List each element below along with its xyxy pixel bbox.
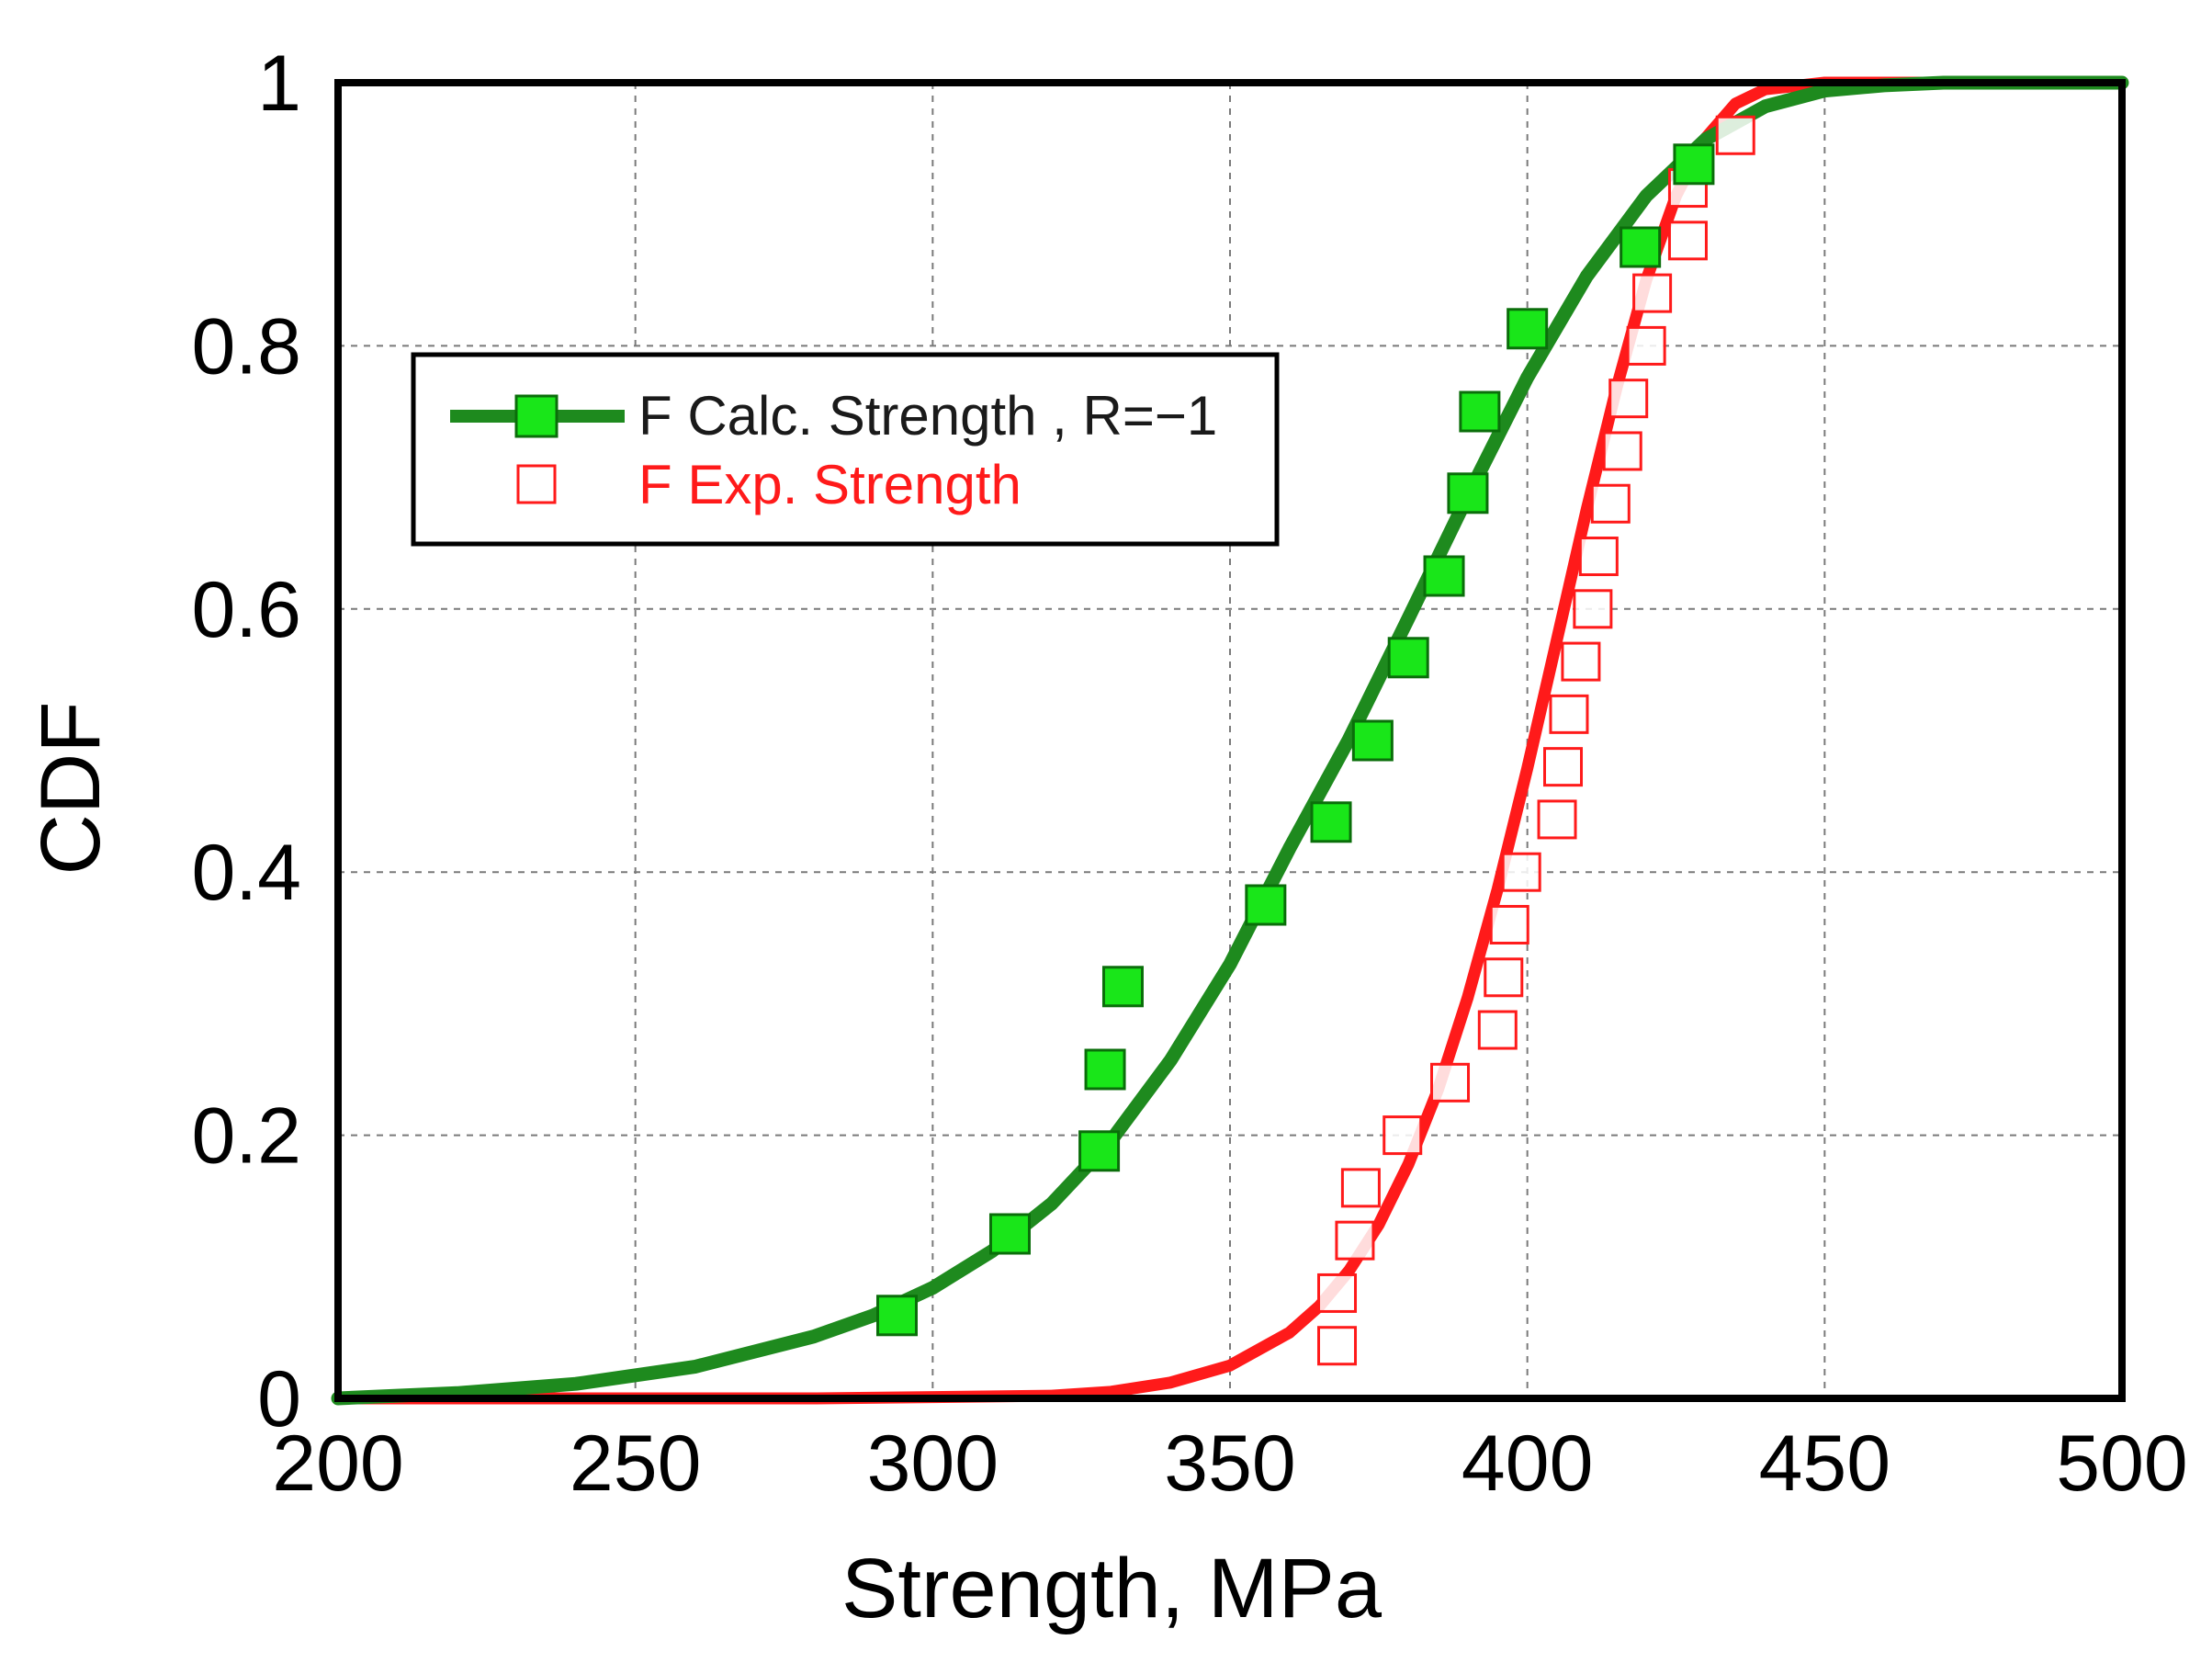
- exp-data-point: [1317, 1272, 1358, 1313]
- y-axis-label: CDF: [24, 701, 118, 875]
- exp-data-point: [1632, 273, 1673, 313]
- y-tick-label: 0.4: [191, 829, 301, 917]
- y-tick-label: 1: [257, 40, 301, 128]
- calc-strength-curve: [331, 75, 2129, 1406]
- legend-exp-marker: [516, 464, 557, 504]
- exp-data-point: [1340, 1168, 1381, 1208]
- calc-data-point: [1507, 308, 1549, 350]
- exp-data-point: [1335, 1220, 1375, 1261]
- exp-data-point: [1578, 537, 1619, 577]
- calc-data-point: [1245, 884, 1287, 926]
- exp-data-point: [1590, 483, 1631, 524]
- exp-data-point: [1543, 747, 1584, 787]
- legend-calc-marker: [514, 394, 559, 438]
- calc-data-point: [1078, 1130, 1121, 1172]
- x-tick-label: 200: [272, 1420, 404, 1508]
- data-markers: [875, 115, 1755, 1366]
- exp-data-point: [1501, 852, 1541, 892]
- exp-data-point: [1430, 1062, 1471, 1103]
- exp-data-point: [1608, 379, 1649, 419]
- exp-data-point: [1382, 1115, 1423, 1156]
- exp-data-point: [1477, 1010, 1518, 1050]
- x-tick-label: 450: [1759, 1420, 1891, 1508]
- exp-data-point: [1537, 799, 1577, 840]
- legend-calc-label: F Calc. Strength , R=−1: [638, 385, 1217, 447]
- fitted-curves: [331, 75, 2129, 1406]
- x-tick-label: 500: [2056, 1420, 2188, 1508]
- exp-strength-curve: [332, 76, 2128, 1405]
- legend-box: [411, 352, 1280, 547]
- calc-data-point: [1447, 472, 1489, 515]
- exp-data-point: [1549, 694, 1589, 734]
- x-tick-label: 300: [867, 1420, 999, 1508]
- exp-data-point: [1573, 589, 1613, 629]
- x-tick-label: 250: [570, 1420, 702, 1508]
- exp-data-point: [1715, 115, 1755, 155]
- exp-data-point: [1667, 221, 1708, 261]
- x-tick-label: 350: [1164, 1420, 1296, 1508]
- y-tick-label: 0: [257, 1355, 301, 1443]
- calc-data-point: [1084, 1048, 1126, 1091]
- calc-data-point: [1310, 801, 1352, 843]
- calc-data-point: [1459, 390, 1501, 433]
- calc-data-point: [988, 1213, 1031, 1255]
- calc-data-point: [1101, 966, 1144, 1008]
- x-axis-label: Strength, MPa: [841, 1542, 1382, 1635]
- calc-data-point: [1673, 143, 1715, 186]
- calc-data-point: [875, 1295, 918, 1337]
- exp-data-point: [1489, 904, 1529, 944]
- exp-data-point: [1626, 325, 1666, 366]
- x-tick-label: 400: [1462, 1420, 1594, 1508]
- legend-exp-label: F Exp. Strength: [638, 454, 1021, 515]
- tick-labels: 200 250 300 350 400 450 500 0 0.2 0.4 0.6 0.8 1: [191, 40, 2187, 1508]
- exp-data-point: [1317, 1326, 1358, 1366]
- plot-frame: [334, 79, 2126, 1402]
- calc-data-point: [1423, 555, 1465, 597]
- calc-data-point: [1620, 226, 1662, 268]
- grid-lines: [338, 83, 2122, 1398]
- y-tick-label: 0.2: [191, 1092, 301, 1181]
- exp-data-point: [1484, 957, 1524, 998]
- y-tick-label: 0.8: [191, 302, 301, 390]
- legend: F Calc. Strength , R=−1 F Exp. Strength: [411, 352, 1280, 547]
- exp-data-point: [1602, 431, 1642, 471]
- y-tick-label: 0.6: [191, 566, 301, 654]
- calc-data-point: [1351, 719, 1394, 762]
- exp-data-point: [1561, 641, 1601, 682]
- calc-data-point: [1387, 637, 1429, 679]
